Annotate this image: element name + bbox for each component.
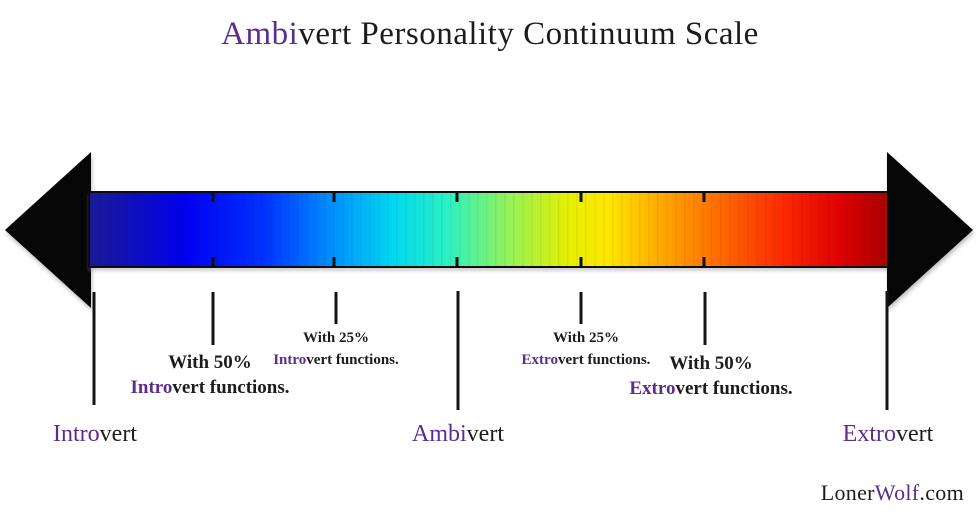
label-introvert: Introvert	[53, 421, 137, 447]
annotation-functions: Introvert functions.	[273, 352, 399, 369]
segment-notch	[579, 257, 583, 267]
segment-notch	[332, 192, 336, 202]
scale-tick-short	[579, 292, 583, 324]
annotation-with-25-introvert: With 25% Introvert functions.	[273, 327, 399, 371]
scale-tick-medium	[703, 292, 707, 345]
annotation-percent: With 25%	[553, 330, 619, 346]
segment-notch	[702, 192, 706, 202]
title-rest: vert Personality Continuum Scale	[298, 16, 759, 52]
watermark-lonerwolf: LonerWolf.com	[820, 480, 964, 505]
segment-notch	[332, 257, 336, 267]
annotation-percent: With 25%	[303, 330, 369, 346]
annotation-functions: Extrovert functions.	[521, 352, 651, 369]
label-extrovert: Extrovert	[842, 421, 934, 447]
label-ambivert: Ambivert	[412, 421, 504, 447]
scale-tick-long	[885, 291, 889, 410]
title-highlight: Ambi	[221, 16, 299, 52]
segment-notch	[579, 192, 583, 202]
annotation-with-50-extrovert: With 50% Extrovert functions.	[629, 351, 792, 401]
right-arrowhead-icon	[887, 152, 973, 308]
annotation-functions: Extrovert functions.	[629, 378, 793, 400]
gradient-bar	[88, 191, 890, 268]
segment-notch	[455, 192, 459, 202]
segment-notch	[211, 192, 215, 202]
annotation-functions: Introvert functions.	[130, 377, 290, 399]
page-title: Ambivert Personality Continuum Scale	[0, 16, 980, 53]
segment-notch	[211, 257, 215, 267]
scale-tick-long	[456, 291, 460, 410]
annotation-with-50-introvert: With 50% Introvert functions.	[130, 350, 289, 400]
scale-tick-long	[92, 292, 96, 405]
segment-notch	[455, 257, 459, 267]
annotation-percent: With 50%	[669, 353, 753, 374]
segment-notch	[702, 257, 706, 267]
left-arrowhead-icon	[5, 152, 91, 308]
annotation-with-25-extrovert: With 25% Extrovert functions.	[522, 327, 651, 371]
scale-tick-short	[334, 292, 338, 324]
annotation-percent: With 50%	[168, 352, 252, 373]
scale-tick-medium	[211, 292, 215, 345]
